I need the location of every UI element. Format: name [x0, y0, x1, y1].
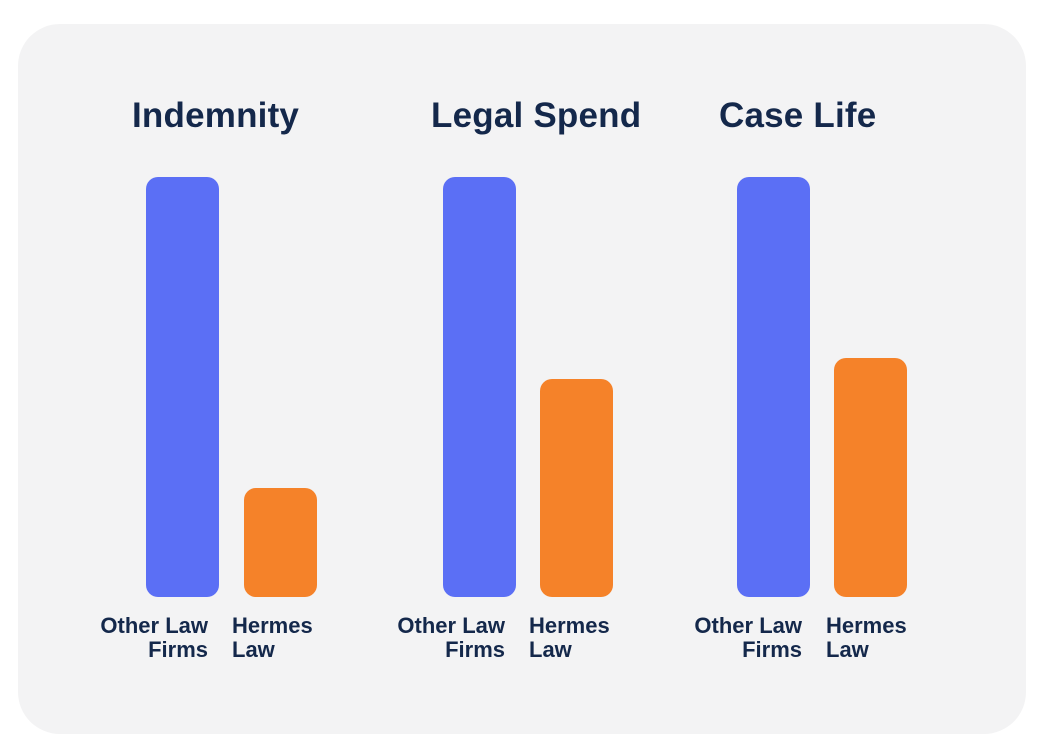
category-label-other-law-firms: Other Law Firms — [690, 614, 802, 662]
category-label-line: Firms — [445, 637, 505, 662]
bar-legal-spend-hermes-law — [540, 378, 613, 597]
category-label-line: Law — [232, 637, 275, 662]
category-label-line: Hermes — [529, 613, 610, 638]
category-label-line: Law — [529, 637, 572, 662]
panel-title-legal-spend: Legal Spend — [431, 96, 642, 135]
category-label-line: Hermes — [232, 613, 313, 638]
category-label-other-law-firms: Other Law Firms — [393, 614, 505, 662]
category-label-hermes-law: Hermes Law — [529, 614, 639, 662]
panel-title-indemnity: Indemnity — [132, 96, 300, 135]
bar-legal-spend-other-law-firms — [443, 177, 516, 597]
bar-indemnity-hermes-law — [244, 487, 317, 597]
bar-indemnity-other-law-firms — [146, 177, 219, 597]
category-label-hermes-law: Hermes Law — [232, 614, 342, 662]
category-label-line: Other Law — [397, 613, 505, 638]
category-label-line: Other Law — [100, 613, 208, 638]
category-label-line: Law — [826, 637, 869, 662]
category-label-line: Other Law — [694, 613, 802, 638]
panel-title-case-life: Case Life — [719, 96, 877, 135]
category-label-line: Firms — [742, 637, 802, 662]
category-label-line: Firms — [148, 637, 208, 662]
category-label-line: Hermes — [826, 613, 907, 638]
category-label-hermes-law: Hermes Law — [826, 614, 936, 662]
bar-case-life-hermes-law — [834, 357, 907, 597]
category-label-other-law-firms: Other Law Firms — [96, 614, 208, 662]
bar-case-life-other-law-firms — [737, 177, 810, 597]
